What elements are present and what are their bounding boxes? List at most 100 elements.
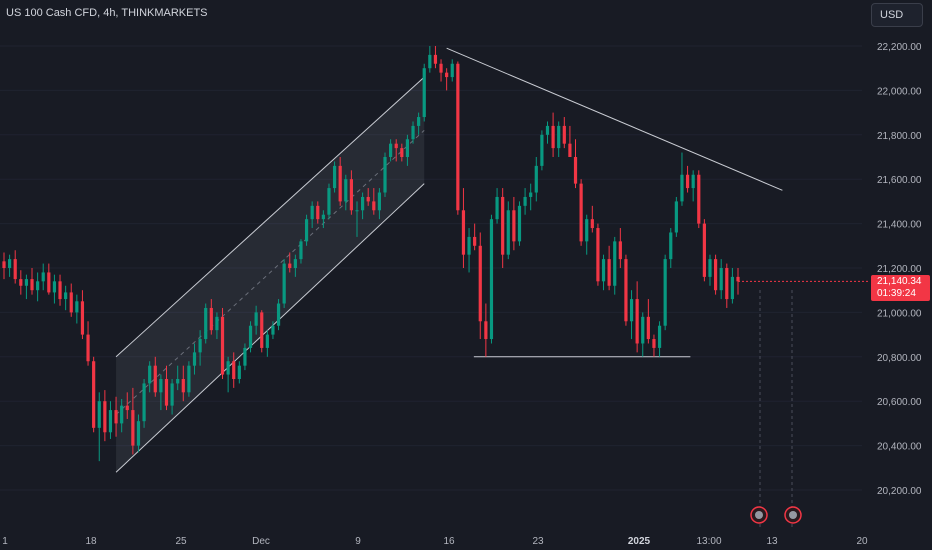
candle-body: [13, 259, 17, 280]
candle-body: [596, 228, 600, 282]
candle-body: [456, 63, 460, 211]
candle-body: [478, 245, 482, 322]
candle-body: [299, 241, 303, 260]
candle-body: [47, 272, 51, 293]
candle-body: [41, 272, 45, 282]
candle-body: [725, 268, 729, 300]
candle-body: [52, 281, 57, 293]
candle-body: [159, 379, 163, 393]
candle-body: [467, 236, 471, 255]
candle-body: [220, 316, 225, 375]
candle-body: [192, 352, 197, 366]
candle-body: [708, 259, 712, 277]
candle-body: [276, 303, 281, 326]
bar-countdown: 01:39:24: [877, 288, 916, 299]
candle-body: [332, 165, 337, 189]
candle-body: [232, 361, 236, 379]
y-tick-label: 21,000.00: [877, 308, 922, 319]
candle-body: [58, 281, 62, 300]
currency-button[interactable]: USD: [871, 3, 923, 27]
symbol-title[interactable]: US 100 Cash CFD, 4h, THINKMARKETS: [6, 7, 208, 19]
candle-body: [422, 68, 426, 118]
candle-body: [164, 379, 169, 406]
candle-body: [321, 214, 325, 220]
candle-body: [8, 259, 12, 268]
candle-body: [730, 276, 734, 300]
candle-body: [86, 334, 90, 362]
candle-body: [349, 179, 353, 211]
candle-body: [713, 259, 718, 291]
candle-body: [64, 292, 68, 300]
x-tick-label: 1: [2, 536, 8, 547]
candle-body: [428, 54, 432, 69]
candle-body: [265, 334, 269, 348]
x-tick-label: 2025: [628, 536, 651, 547]
x-tick-label: 13: [766, 536, 778, 547]
candle-body: [562, 125, 566, 144]
candle-body: [394, 143, 398, 149]
y-tick-label: 21,400.00: [877, 220, 922, 231]
price-axis[interactable]: 22,200.00 22,000.00 21,800.00 21,600.00 21,4…: [877, 42, 922, 497]
candle-body: [573, 157, 578, 184]
y-tick-label: 20,400.00: [877, 442, 922, 453]
candle-body: [635, 299, 639, 344]
candle-body: [702, 223, 706, 277]
candle-body: [568, 143, 572, 157]
candles-layer: [2, 46, 868, 462]
candle-body: [445, 72, 449, 78]
candle-body: [243, 347, 247, 366]
candle-body: [534, 165, 538, 193]
candle-body: [170, 383, 174, 406]
candle-body: [131, 410, 135, 446]
candle-body: [377, 192, 382, 211]
resistance-trendline: [446, 47, 783, 191]
candle-body: [417, 117, 421, 126]
candle-body: [366, 196, 370, 202]
candle-body: [433, 54, 438, 64]
candle-body: [24, 279, 29, 286]
candle-body: [523, 196, 527, 206]
candle-body: [36, 281, 40, 291]
candle-body: [405, 139, 410, 157]
time-axis[interactable]: 1 18 25 Dec 9 16 23 2025 13:00 13 20: [2, 536, 868, 547]
candle-body: [69, 292, 73, 313]
candle-body: [618, 241, 622, 260]
candle-body: [669, 232, 673, 260]
candle-body: [641, 316, 645, 344]
candle-body: [80, 301, 85, 335]
candle-body: [92, 361, 96, 428]
x-tick-label: 20: [856, 536, 868, 547]
candle-body: [719, 268, 723, 291]
event-flag-icon-inner: [789, 511, 797, 519]
candle-body: [629, 299, 634, 322]
candle-body: [450, 63, 454, 78]
candle-body: [153, 365, 157, 393]
candle-body: [657, 325, 662, 348]
candle-body: [691, 174, 695, 189]
candle-body: [204, 307, 208, 340]
candle-body: [2, 261, 6, 268]
candle-body: [248, 325, 253, 348]
event-markers: [750, 506, 802, 524]
y-tick-label: 20,600.00: [877, 397, 922, 408]
channel-midline: [115, 129, 425, 415]
candle-body: [495, 196, 499, 220]
candle-body: [579, 183, 583, 242]
candle-body: [338, 165, 342, 202]
candle-body: [125, 405, 129, 411]
x-tick-label: 25: [175, 536, 187, 547]
candle-body: [114, 410, 118, 424]
candle-body: [120, 405, 124, 424]
candle-body: [674, 201, 678, 233]
candle-body: [517, 205, 522, 242]
candle-body: [181, 379, 185, 393]
candle-body: [512, 210, 516, 242]
x-tick-label: Dec: [252, 536, 270, 547]
candle-body: [176, 379, 180, 384]
channel-upper-line: [115, 76, 425, 358]
candle-body: [736, 276, 740, 282]
candle-body: [383, 157, 387, 193]
candle-body: [327, 188, 331, 215]
candle-body: [198, 339, 202, 353]
